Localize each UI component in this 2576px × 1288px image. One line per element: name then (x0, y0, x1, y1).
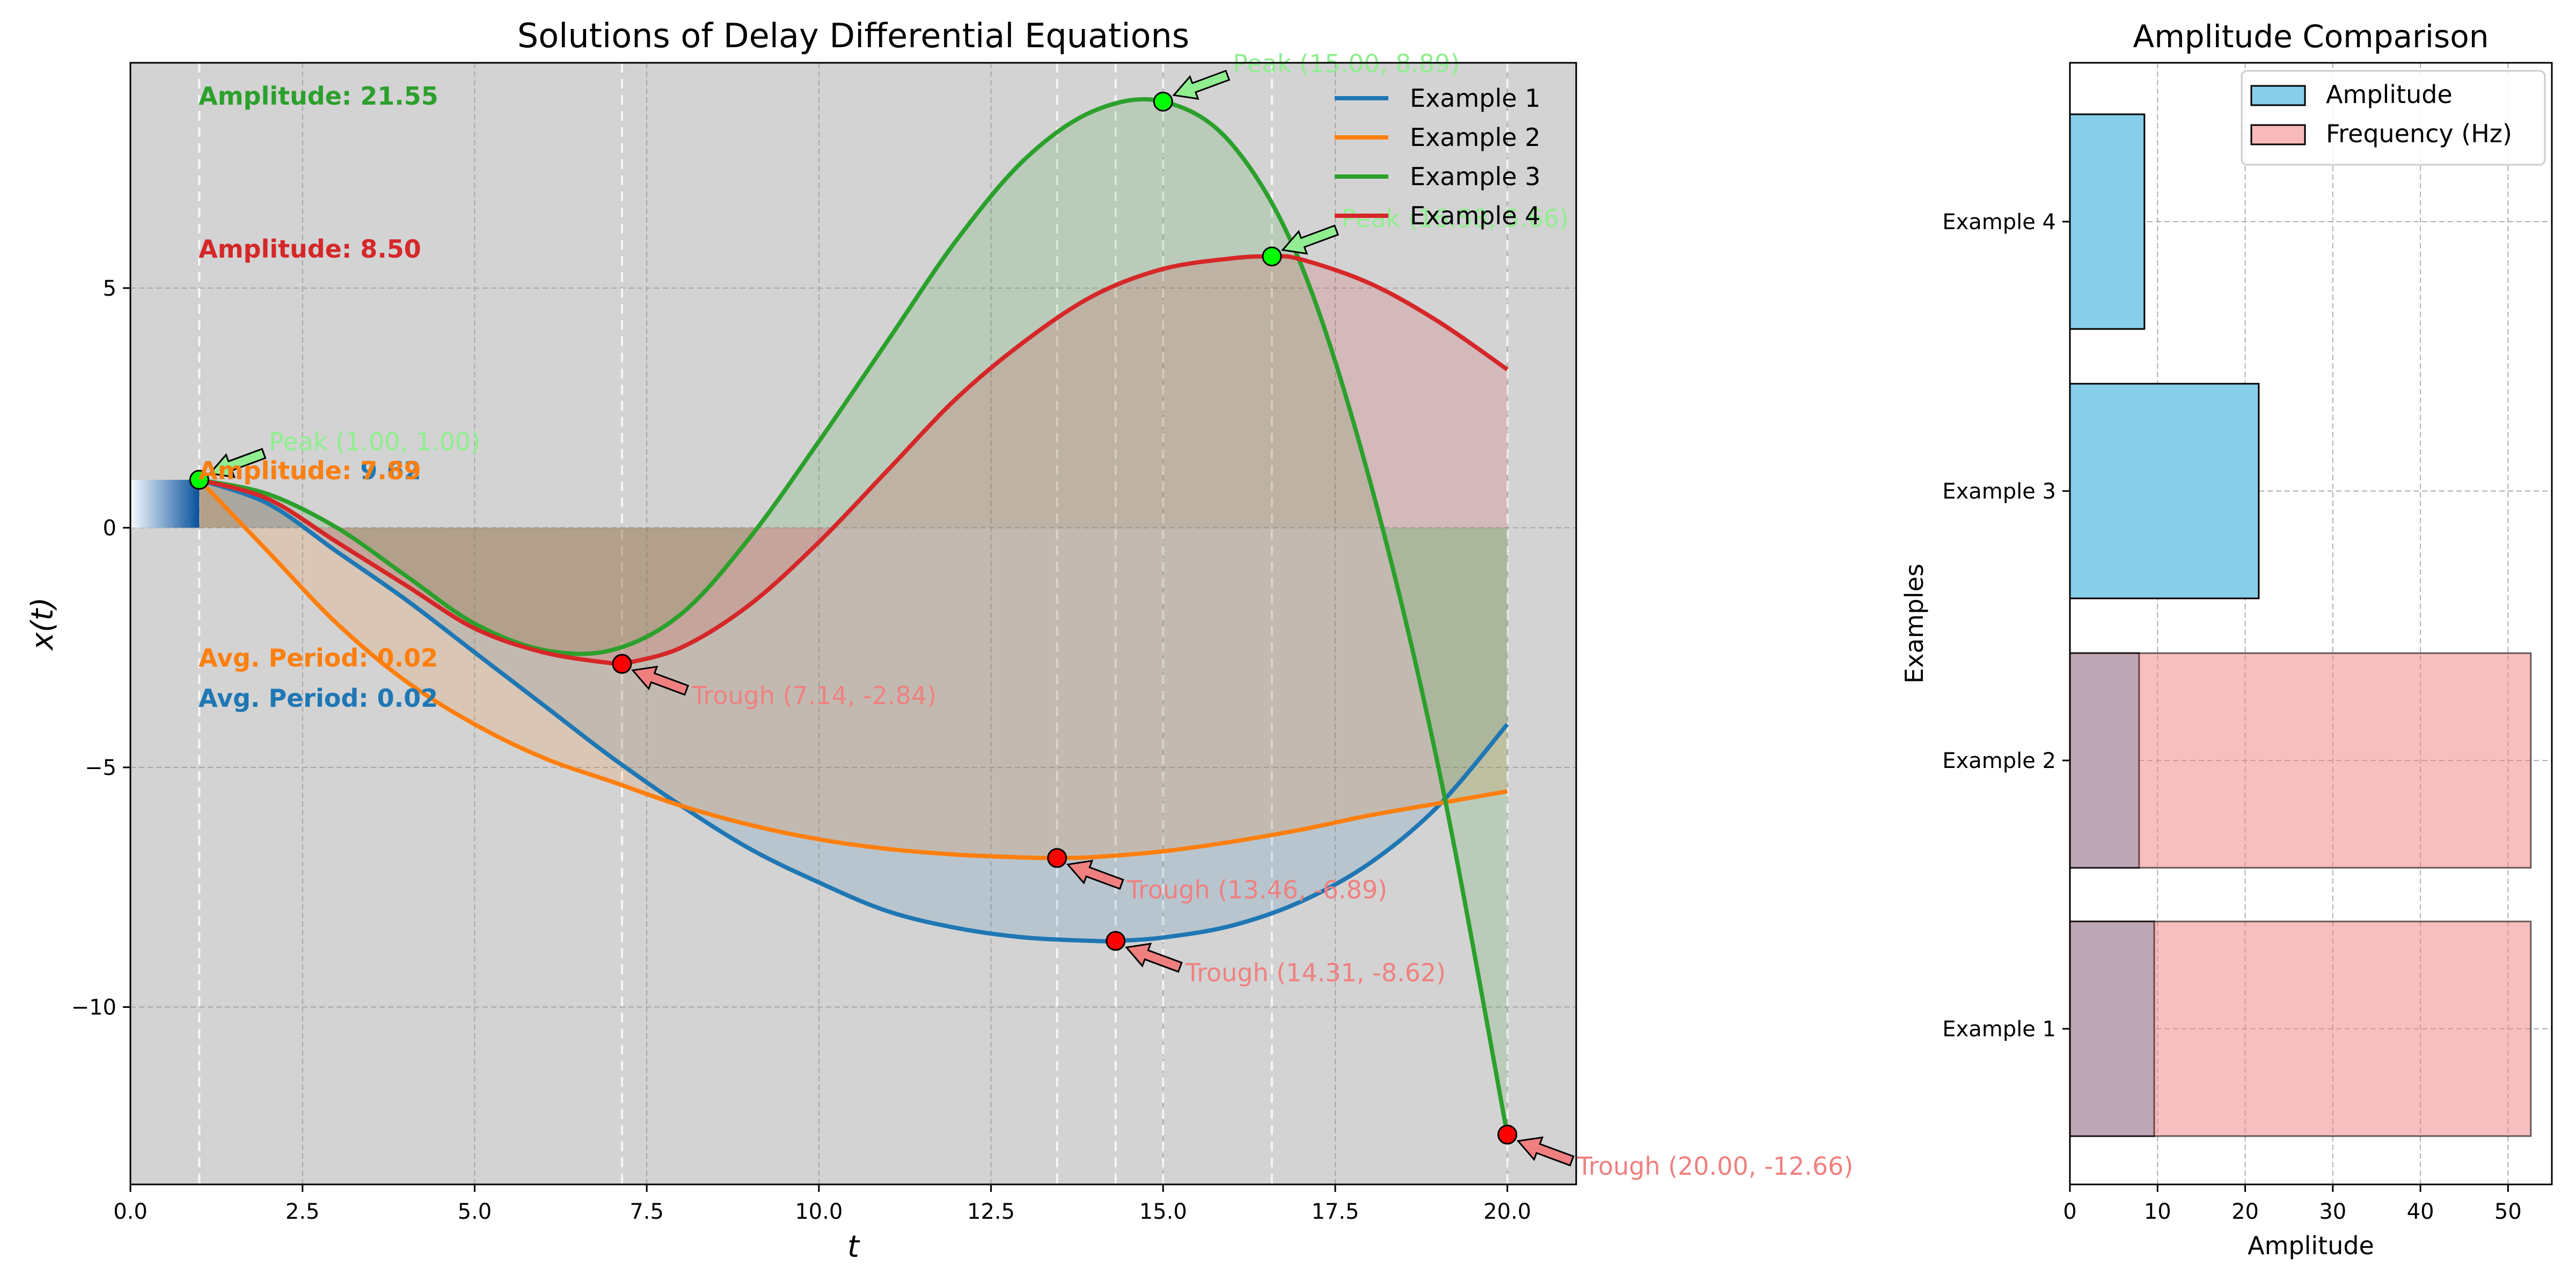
peak-marker (1262, 246, 1282, 267)
y-tick-label: −10 (71, 996, 116, 1020)
series-fill (199, 480, 1507, 858)
series-line (198, 478, 1509, 944)
x-tick-label: 20.0 (1483, 1199, 1531, 1224)
series-fill (199, 480, 1507, 942)
trough-marker (1047, 848, 1067, 868)
series-line (197, 478, 1508, 860)
peak-arrow (1172, 69, 1231, 100)
bar-plot-frame (2069, 62, 2553, 1185)
bar-x-tick-label: 20 (2231, 1199, 2259, 1224)
trough-label: Trough (20.00, -12.66) (1577, 1152, 1854, 1181)
bar-legend-label: Amplitude (2326, 80, 2453, 109)
bar-chart-title: Amplitude Comparison (2133, 18, 2489, 55)
y-tick-label: 5 (103, 276, 116, 301)
main-vertical-lines (198, 63, 1509, 1184)
bar-x-tick-label: 50 (2494, 1199, 2522, 1224)
main-y-axis-label: x(t) (25, 597, 60, 652)
frequency-bar (2069, 920, 2532, 1137)
trough-arrow (1124, 942, 1183, 973)
x-tick-label: 0.0 (113, 1199, 148, 1224)
stat-annotation: Amplitude: 21.55 (199, 82, 438, 111)
x-tick-label: 12.5 (967, 1199, 1015, 1224)
trough-label: Trough (7.14, -2.84) (691, 681, 936, 710)
trough-marker (612, 654, 632, 674)
stat-annotation: Amplitude: 8.50 (199, 235, 421, 264)
x-tick-label: 5.0 (458, 1199, 492, 1224)
trough-arrow (1066, 860, 1124, 890)
x-tick-label: 2.5 (286, 1199, 320, 1224)
main-x-axis-label: t (847, 1230, 860, 1264)
main-chart-title: Solutions of Delay Differential Equation… (517, 16, 1189, 55)
series-fill (199, 99, 1507, 1135)
bar-category-label: Example 2 (1942, 749, 2056, 773)
trough-marker (1106, 931, 1126, 951)
bar-category-label: Example 3 (1942, 479, 2056, 504)
peak-marker (189, 470, 209, 490)
series-line (199, 97, 1510, 1135)
stat-annotation: Amplitude: 9.62 (199, 456, 421, 485)
x-tick-label: 15.0 (1139, 1199, 1187, 1224)
bar-legend-swatch (2250, 124, 2306, 145)
trough-marker (1497, 1124, 1518, 1145)
stat-annotation: Amplitude: 7.89 (199, 456, 421, 485)
main-legend: Example 1 Example 2 Example 3 Example 4 (1335, 84, 1540, 230)
main-arrows (208, 69, 1575, 1167)
x-tick-label: 7.5 (630, 1199, 664, 1224)
main-series-lines (197, 97, 1510, 1135)
history-gradient (130, 480, 200, 528)
bar-category-label: Example 1 (1942, 1017, 2056, 1042)
trough-arrow (1516, 1136, 1575, 1167)
peak-arrow (1281, 224, 1340, 255)
main-annotations: Peak (1.00, 1.00)Peak (1.00, 1.00)Peak (… (199, 49, 1853, 1181)
bar-category-label: Example 4 (1942, 210, 2056, 235)
bar-x-tick-label: 10 (2144, 1199, 2171, 1224)
peak-marker (1153, 91, 1173, 112)
stat-annotation: Avg. Period: 0.02 (199, 643, 438, 672)
frequency-bar (2069, 652, 2532, 869)
y-tick-label: 0 (103, 516, 116, 540)
trough-label: Trough (14.31, -8.62) (1185, 958, 1446, 987)
peak-label: Peak (16.58, 5.66) (1342, 204, 1569, 233)
trough-label: Trough (13.46, -6.89) (1126, 875, 1387, 904)
series-fill (199, 256, 1507, 665)
x-tick-label: 10.0 (795, 1199, 843, 1224)
bar-bars (2069, 113, 2532, 1137)
main-plot-frame (129, 62, 1577, 1185)
amplitude-bar (2069, 383, 2260, 599)
main-fills (130, 99, 1507, 1135)
x-tick-label: 17.5 (1311, 1199, 1359, 1224)
series-line (199, 254, 1509, 668)
main-axis-ticks: 0.0 2.5 5.0 7.5 10.0 12.5 15.0 17.5 20.0 5 0 −5 −10 (71, 276, 1532, 1224)
peak-arrow (208, 448, 267, 478)
bar-legend-swatch (2250, 85, 2306, 106)
peak-label: Peak (1.00, 1.00) (269, 427, 480, 456)
bar-legend-label: Frequency (Hz) (2326, 119, 2512, 148)
bar-x-tick-label: 30 (2319, 1199, 2346, 1224)
legend-label: Example 1 (1410, 84, 1540, 113)
bar-x-tick-label: 40 (2407, 1199, 2434, 1224)
stat-annotation: Avg. Period: 0.02 (199, 684, 438, 713)
main-markers (189, 91, 1518, 1145)
bar-y-axis-label: Examples (1900, 564, 1929, 684)
amplitude-bar (2069, 113, 2146, 330)
peak-label: Peak (1.00, 1.00) (269, 427, 480, 456)
bar-x-axis-label: Amplitude (2248, 1231, 2374, 1260)
legend-label: Example 2 (1410, 123, 1540, 152)
bar-x-tick-label: 0 (2063, 1199, 2076, 1224)
bar-legend-box (2241, 70, 2546, 166)
trough-arrow (631, 665, 690, 696)
legend-label: Example 4 (1410, 201, 1540, 230)
legend-label: Example 3 (1410, 162, 1540, 191)
y-tick-label: −5 (85, 756, 116, 780)
bar-legend: Amplitude Frequency (Hz) (2241, 70, 2546, 166)
bar-axis-ticks: 0 10 20 30 40 50 Example 1 Example 2 Example 3 Ex… (1942, 210, 2522, 1224)
